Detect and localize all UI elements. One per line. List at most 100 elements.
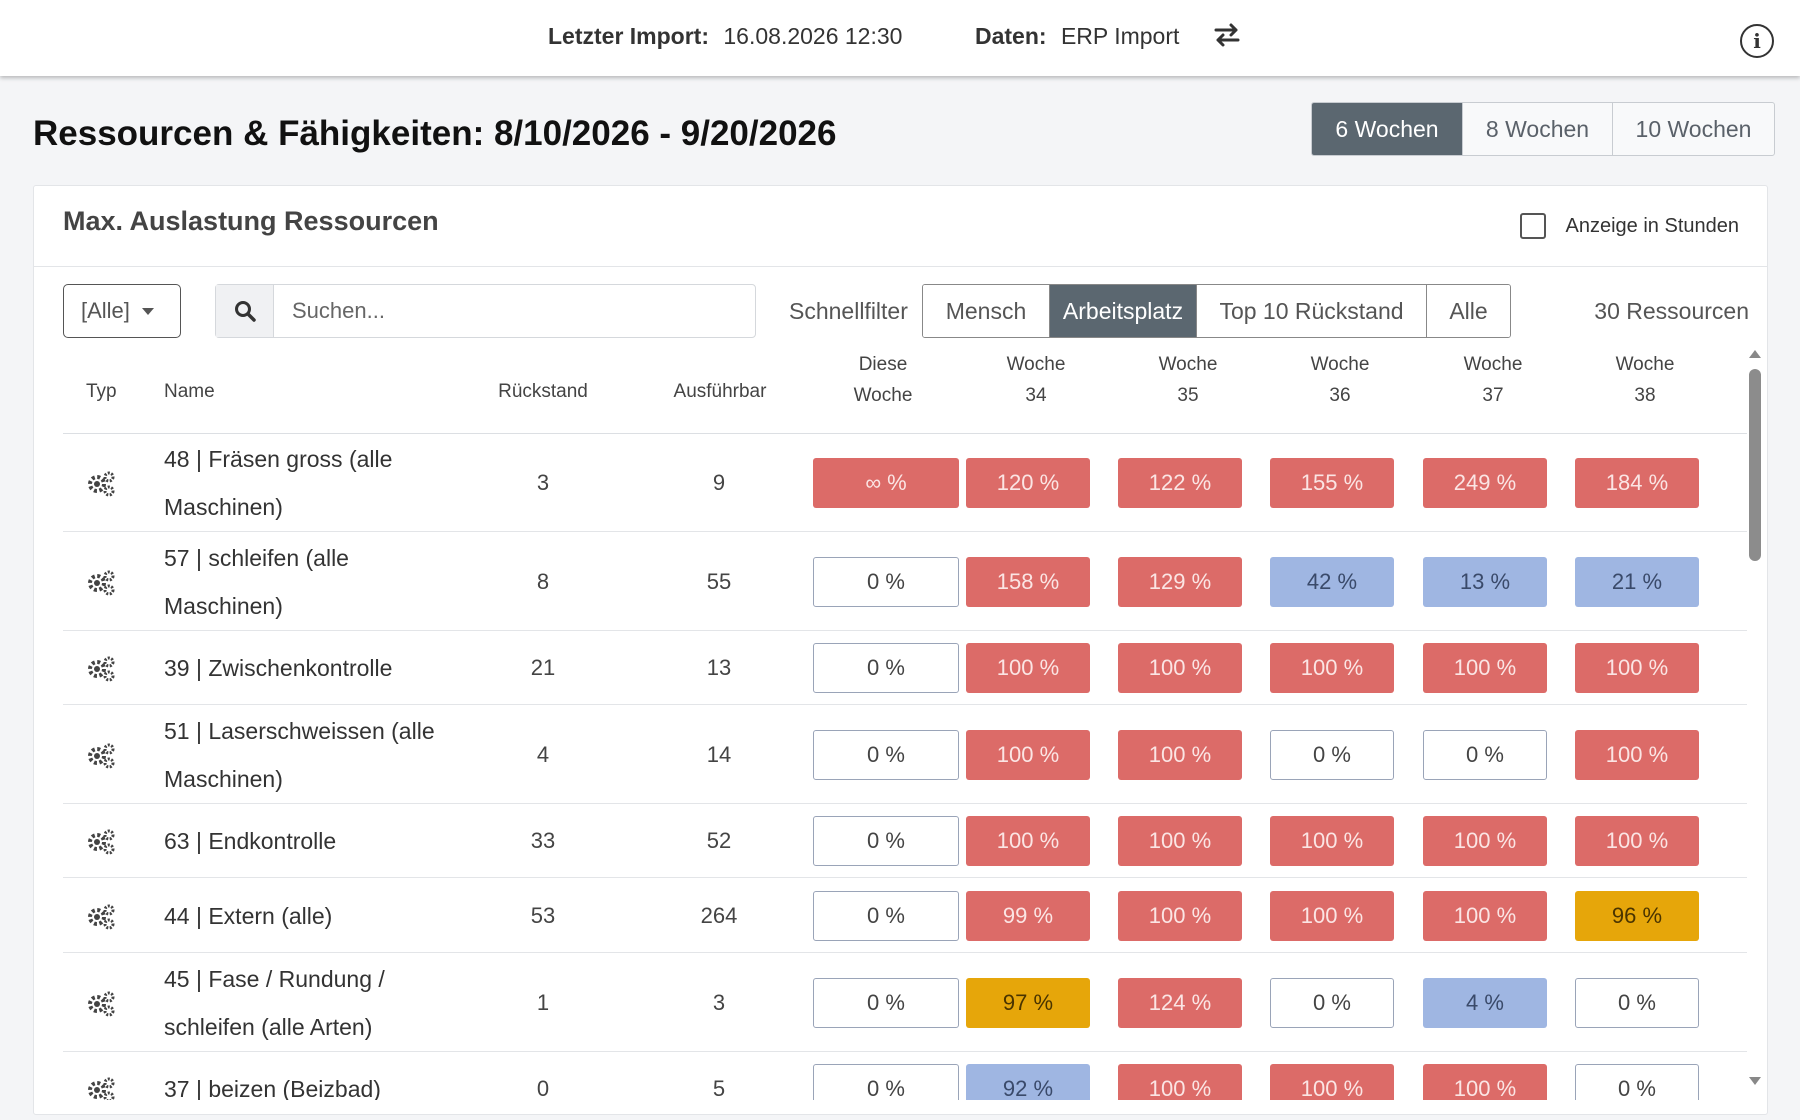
resource-name[interactable]: 51 | Laserschweissen (alle Maschinen) — [164, 707, 464, 803]
load-cell[interactable]: 100 % — [966, 816, 1090, 866]
load-cell[interactable]: 100 % — [966, 643, 1090, 693]
load-cell[interactable]: 122 % — [1118, 458, 1242, 508]
week-button-6[interactable]: 6 Wochen — [1312, 103, 1462, 155]
col-week-line1: Diese — [858, 354, 908, 375]
resource-name[interactable]: 45 | Fase / Rundung / schleifen (alle Art… — [164, 955, 464, 1051]
hours-checkbox[interactable] — [1519, 213, 1546, 239]
load-cell[interactable]: 0 % — [813, 729, 959, 780]
load-cell[interactable]: 100 % — [1423, 890, 1547, 941]
load-cell[interactable]: 124 % — [1118, 977, 1242, 1028]
load-cell[interactable]: 0 % — [1575, 1064, 1699, 1100]
load-cell[interactable]: 0 % — [1423, 729, 1547, 780]
load-cell[interactable]: 0 % — [1270, 729, 1394, 780]
table-row[interactable]: 48 | Fräsen gross (alle Maschinen) 3 9 ∞ % 12… — [63, 434, 1747, 532]
load-cell[interactable]: 21 % — [1575, 556, 1699, 607]
resource-name-line1: 37 | beizen (Beizbad) — [164, 1076, 381, 1100]
resource-name[interactable]: 63 | Endkontrolle — [164, 817, 464, 865]
load-cell[interactable]: 99 % — [966, 890, 1090, 941]
scroll-up-arrow-icon[interactable] — [1749, 350, 1761, 358]
quick-filter-top10[interactable]: Top 10 Rückstand — [1196, 285, 1426, 337]
load-cell[interactable]: 100 % — [1423, 643, 1547, 693]
load-cell[interactable]: 0 % — [813, 977, 959, 1028]
load-cell[interactable]: 0 % — [813, 556, 959, 607]
col-this-week[interactable]: Diese Woche — [813, 349, 953, 411]
backlog-value: 1 — [536, 989, 550, 1015]
load-cell[interactable]: 155 % — [1270, 458, 1394, 508]
load-cell[interactable]: 100 % — [1270, 1064, 1394, 1100]
load-cell[interactable]: 0 % — [813, 816, 959, 866]
load-cell[interactable]: 100 % — [1575, 729, 1699, 780]
load-cell[interactable]: ∞ % — [813, 458, 959, 508]
search-icon[interactable] — [216, 285, 274, 337]
resource-name[interactable]: 57 | schleifen (alle Maschinen) — [164, 534, 464, 630]
load-cell[interactable]: 100 % — [1118, 1064, 1242, 1100]
col-week-37[interactable]: Woche 37 — [1423, 349, 1563, 411]
gears-icon — [88, 904, 115, 929]
col-week-34[interactable]: Woche 34 — [966, 349, 1106, 411]
table-row[interactable]: 39 | Zwischenkontrolle 21 13 0 % 100 % 100 % 1… — [63, 631, 1747, 705]
load-cell[interactable]: 0 % — [1575, 977, 1699, 1028]
load-cell[interactable]: 100 % — [1270, 890, 1394, 941]
search-input[interactable] — [274, 285, 755, 337]
resource-name-line1: 48 | Fräsen gross (alle — [164, 446, 393, 472]
load-cell[interactable]: 13 % — [1423, 556, 1547, 607]
load-cell[interactable]: 0 % — [813, 1064, 959, 1100]
load-cell[interactable]: 0 % — [813, 643, 959, 693]
load-cell[interactable]: 100 % — [1270, 816, 1394, 866]
table-row[interactable]: 37 | beizen (Beizbad) 0 5 0 % 92 % 100 % 100 %… — [63, 1052, 1747, 1100]
load-cell[interactable]: 184 % — [1575, 458, 1699, 508]
load-cell[interactable]: 100 % — [966, 729, 1090, 780]
load-cell[interactable]: 0 % — [813, 890, 959, 941]
load-cell[interactable]: 129 % — [1118, 556, 1242, 607]
quick-filter-mensch[interactable]: Mensch — [923, 285, 1049, 337]
load-cell[interactable]: 42 % — [1270, 556, 1394, 607]
week-button-10[interactable]: 10 Wochen — [1612, 103, 1774, 155]
table-row[interactable]: 51 | Laserschweissen (alle Maschinen) 4 14 0… — [63, 705, 1747, 804]
load-cell[interactable]: 96 % — [1575, 890, 1699, 941]
scroll-down-arrow-icon[interactable] — [1749, 1077, 1761, 1085]
load-cell[interactable]: 120 % — [966, 458, 1090, 508]
load-cell[interactable]: 100 % — [1575, 816, 1699, 866]
table-row[interactable]: 63 | Endkontrolle 33 52 0 % 100 % 100 % 100 % 1… — [63, 804, 1747, 878]
table-row[interactable]: 45 | Fase / Rundung / schleifen (alle Art… — [63, 953, 1747, 1052]
load-cell[interactable]: 249 % — [1423, 458, 1547, 508]
load-cell[interactable]: 100 % — [1118, 890, 1242, 941]
col-rueckstand[interactable]: Rückstand — [498, 381, 588, 402]
col-week-line1: Woche — [1615, 354, 1675, 375]
resource-name[interactable]: 48 | Fräsen gross (alle Maschinen) — [164, 435, 464, 531]
load-cell[interactable]: 100 % — [1423, 1064, 1547, 1100]
info-icon[interactable]: i — [1740, 24, 1774, 58]
load-cell[interactable]: 97 % — [966, 977, 1090, 1028]
load-cell[interactable]: 92 % — [966, 1064, 1090, 1100]
col-week-38[interactable]: Woche 38 — [1575, 349, 1715, 411]
resource-name[interactable]: 44 | Extern (alle) — [164, 892, 464, 940]
executable-value: 14 — [706, 741, 732, 767]
data-source-value: ERP Import — [1060, 23, 1180, 49]
swap-icon[interactable] — [1212, 20, 1242, 50]
col-week-35[interactable]: Woche 35 — [1118, 349, 1258, 411]
col-typ[interactable]: Typ — [86, 381, 117, 402]
load-cell[interactable]: 100 % — [1575, 643, 1699, 693]
week-button-8[interactable]: 8 Wochen — [1462, 103, 1612, 155]
load-cell[interactable]: 100 % — [1423, 816, 1547, 866]
table-row[interactable]: 44 | Extern (alle) 53 264 0 % 99 % 100 % 100 %… — [63, 878, 1747, 953]
data-source-label: Daten: — [975, 23, 1047, 49]
quick-filter-arbeitsplatz[interactable]: Arbeitsplatz — [1049, 285, 1196, 337]
type-filter-select[interactable]: [Alle] — [63, 284, 181, 338]
load-cell[interactable]: 100 % — [1118, 816, 1242, 866]
load-cell[interactable]: 4 % — [1423, 977, 1547, 1028]
resource-name[interactable]: 39 | Zwischenkontrolle — [164, 644, 464, 692]
load-cell[interactable]: 158 % — [966, 556, 1090, 607]
resource-name[interactable]: 37 | beizen (Beizbad) — [164, 1065, 464, 1100]
table-row[interactable]: 57 | schleifen (alle Maschinen) 8 55 0 % 158 … — [63, 532, 1747, 631]
hours-toggle[interactable]: Anzeige in Stunden — [1519, 213, 1739, 239]
load-cell[interactable]: 100 % — [1118, 729, 1242, 780]
scrollbar-thumb[interactable] — [1749, 369, 1761, 561]
col-ausfuehrbar[interactable]: Ausführbar — [673, 381, 767, 402]
quick-filter-alle[interactable]: Alle — [1426, 285, 1510, 337]
col-name[interactable]: Name — [164, 381, 215, 402]
load-cell[interactable]: 100 % — [1270, 643, 1394, 693]
col-week-36[interactable]: Woche 36 — [1270, 349, 1410, 411]
load-cell[interactable]: 0 % — [1270, 977, 1394, 1028]
load-cell[interactable]: 100 % — [1118, 643, 1242, 693]
